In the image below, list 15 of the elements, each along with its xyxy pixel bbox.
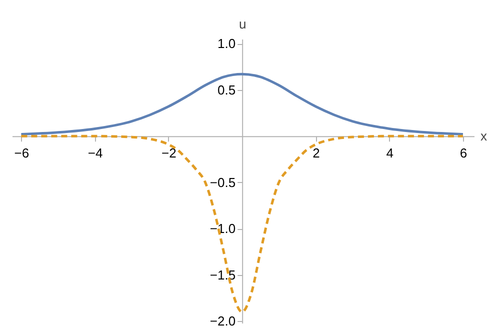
x-tick-label: 6 [460,146,468,161]
x-tick-label: −2 [162,146,176,161]
y-tick-label: −1.0 [210,221,236,236]
y-tick-label: −2.0 [210,314,236,329]
x-tick-label: 2 [312,146,320,161]
x-tick-label: 4 [386,146,394,161]
y-tick-label: 0.5 [218,82,236,98]
y-tick-label: 1.0 [218,36,236,52]
y-tick-label: −1.5 [210,267,236,282]
y-tick-label: −0.5 [210,174,236,190]
x-axis-title: x [480,128,488,144]
x-tick-label: −6 [14,146,30,161]
x-tick-label: −4 [88,146,103,161]
y-axis-title: u [238,16,246,32]
line-series [20,72,464,136]
